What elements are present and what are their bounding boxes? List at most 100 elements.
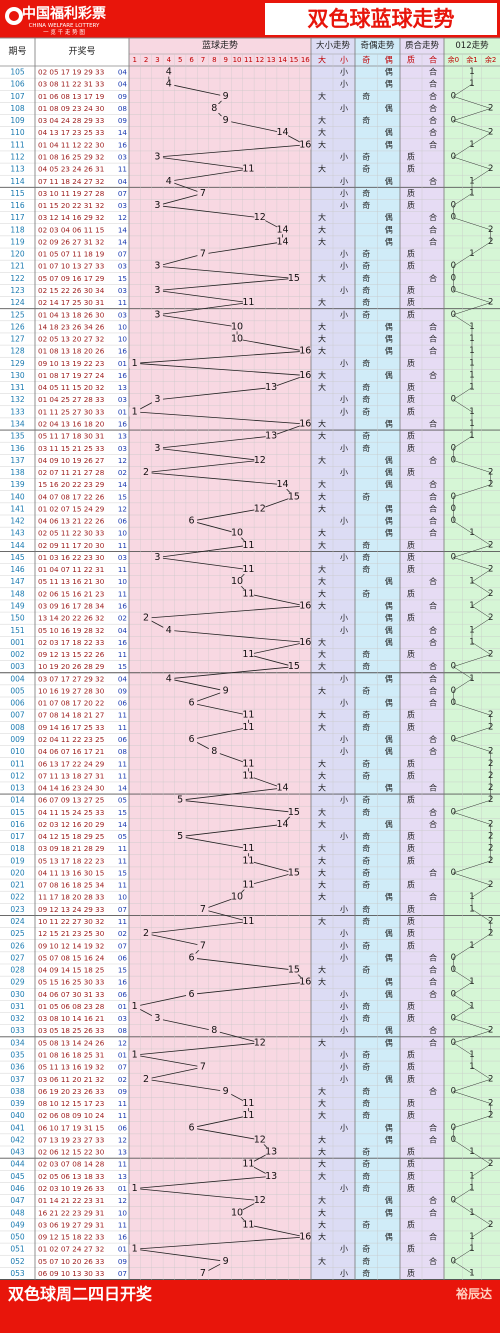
blue-ball-mark: 8 [211, 746, 217, 757]
blue-ball-cell: 11 [118, 759, 127, 768]
period-cell: 134 [10, 419, 25, 428]
blue-ball-cell: 10 [118, 529, 128, 538]
blue-ball-cell: 11 [118, 298, 127, 307]
trend-line-segment [134, 1188, 260, 1202]
prime-header: 质合走势 [405, 40, 440, 51]
blue-ball-mark: 10 [231, 892, 243, 903]
blue-number-header: 9 [223, 56, 227, 64]
prime-mark: 质 [407, 1001, 415, 1011]
blue-ball-mark: 6 [189, 516, 195, 527]
blue-ball-mark: 4 [166, 67, 172, 78]
trend-line-segment [157, 1018, 215, 1032]
blue-ball-mark-bg [163, 625, 175, 635]
draw-cell: 10 19 20 26 28 29 [38, 662, 105, 671]
prime-subheader: 质 [407, 55, 415, 65]
mod-trend-segment [453, 812, 491, 825]
trend-line-segment [202, 896, 238, 910]
blue-ball-cell: 09 [118, 686, 128, 695]
blue-ball-mark-bg [242, 164, 254, 174]
blue-ball-mark-bg [140, 468, 152, 478]
parity-mark: 偶 [385, 1195, 393, 1205]
size-mark: 大 [318, 1159, 326, 1169]
prime-mark: 质 [407, 904, 415, 914]
blue-ball-mark: 14 [277, 236, 289, 247]
blue-ball-mark-bg [277, 237, 289, 247]
parity-mark: 奇 [362, 649, 370, 659]
blue-ball-mark-bg [231, 1208, 243, 1218]
period-cell: 115 [10, 189, 25, 198]
parity-mark: 偶 [385, 370, 393, 380]
blue-ball-mark: 11 [242, 1159, 254, 1170]
prime-mark: 合 [429, 273, 437, 283]
period-cell: 035 [10, 1051, 25, 1060]
period-cell: 123 [10, 286, 25, 295]
size-mark: 大 [318, 491, 326, 501]
draw-cell: 01 14 21 22 23 31 [38, 1196, 104, 1205]
period-cell: 124 [10, 298, 25, 307]
blue-number-header: 11 [244, 56, 253, 64]
blue-ball-mark-bg [277, 783, 289, 793]
trend-line-segment [168, 678, 226, 692]
period-cell: 121 [10, 262, 25, 271]
size-mark: 小 [340, 614, 348, 623]
period-cell: 005 [10, 686, 25, 695]
blue-ball-mark: 11 [242, 297, 254, 308]
footer-schedule: 双色球周二四日开奖 [8, 1285, 153, 1304]
blue-ball-cell: 11 [118, 881, 127, 890]
blue-ball-mark-bg [163, 176, 175, 186]
prime-mark: 质 [407, 297, 415, 307]
prime-mark: 质 [407, 443, 415, 453]
draw-cell: 05 11 13 16 21 30 [38, 577, 105, 586]
blue-ball-mark: 11 [242, 722, 254, 733]
trend-line-segment [157, 557, 249, 570]
period-cell: 144 [10, 541, 25, 550]
size-mark: 小 [340, 310, 348, 319]
trend-line-segment [157, 193, 204, 206]
period-cell: 138 [10, 468, 25, 477]
draw-cell: 02 05 06 13 18 33 [38, 1172, 104, 1181]
mod-column-bg [444, 38, 500, 1280]
parity-mark: 偶 [385, 673, 393, 683]
period-cell: 010 [10, 747, 25, 756]
period-cell: 048 [10, 1208, 25, 1217]
draw-cell: 04 06 07 30 31 33 [38, 990, 104, 999]
mod-trend-segment [453, 83, 473, 97]
parity-mark: 奇 [362, 188, 370, 198]
size-mark: 大 [318, 1256, 326, 1266]
trend-line-segment [145, 933, 204, 947]
prime-mark: 合 [429, 783, 437, 793]
trend-line-segment [134, 411, 306, 425]
blue-ball-cell: 11 [118, 1220, 127, 1229]
parity-mark: 奇 [362, 843, 370, 853]
period-cell: 004 [10, 674, 25, 683]
size-mark: 大 [318, 540, 326, 550]
period-cell: 125 [10, 310, 25, 319]
size-mark: 大 [318, 855, 326, 865]
parity-mark: 偶 [385, 783, 393, 793]
blue-ball-mark: 15 [288, 867, 300, 878]
period-cell: 147 [10, 577, 25, 586]
prime-mark: 质 [407, 152, 415, 162]
blue-ball-mark-bg [186, 698, 198, 708]
blue-ball-cell: 06 [118, 990, 128, 999]
parity-mark: 奇 [362, 1244, 370, 1254]
draw-cell: 04 11 13 16 30 15 [38, 868, 104, 877]
blue-ball-mark-bg [151, 261, 163, 271]
size-mark: 小 [340, 1075, 348, 1084]
mod-trend-segment [471, 933, 491, 946]
draw-cell: 06 07 09 13 27 25 [38, 796, 104, 805]
trend-line-segment [157, 544, 249, 558]
period-cell: 114 [10, 177, 25, 186]
blue-ball-mark-bg [174, 832, 186, 842]
trend-line-segment [157, 144, 306, 158]
parity-subheader: 奇 [362, 55, 370, 65]
draw-cell: 04 11 15 24 25 33 [38, 808, 104, 817]
blue-ball-mark: 1 [132, 358, 138, 369]
draw-cell: 03 12 14 16 29 32 [38, 213, 104, 222]
blue-ball-mark-bg [299, 1232, 311, 1242]
prime-mark: 质 [407, 285, 415, 295]
size-mark: 小 [340, 468, 348, 477]
draw-cell: 02 06 08 09 10 24 [38, 1111, 105, 1120]
blue-ball-mark: 11 [242, 649, 254, 660]
blue-ball-cell: 10 [118, 893, 128, 902]
